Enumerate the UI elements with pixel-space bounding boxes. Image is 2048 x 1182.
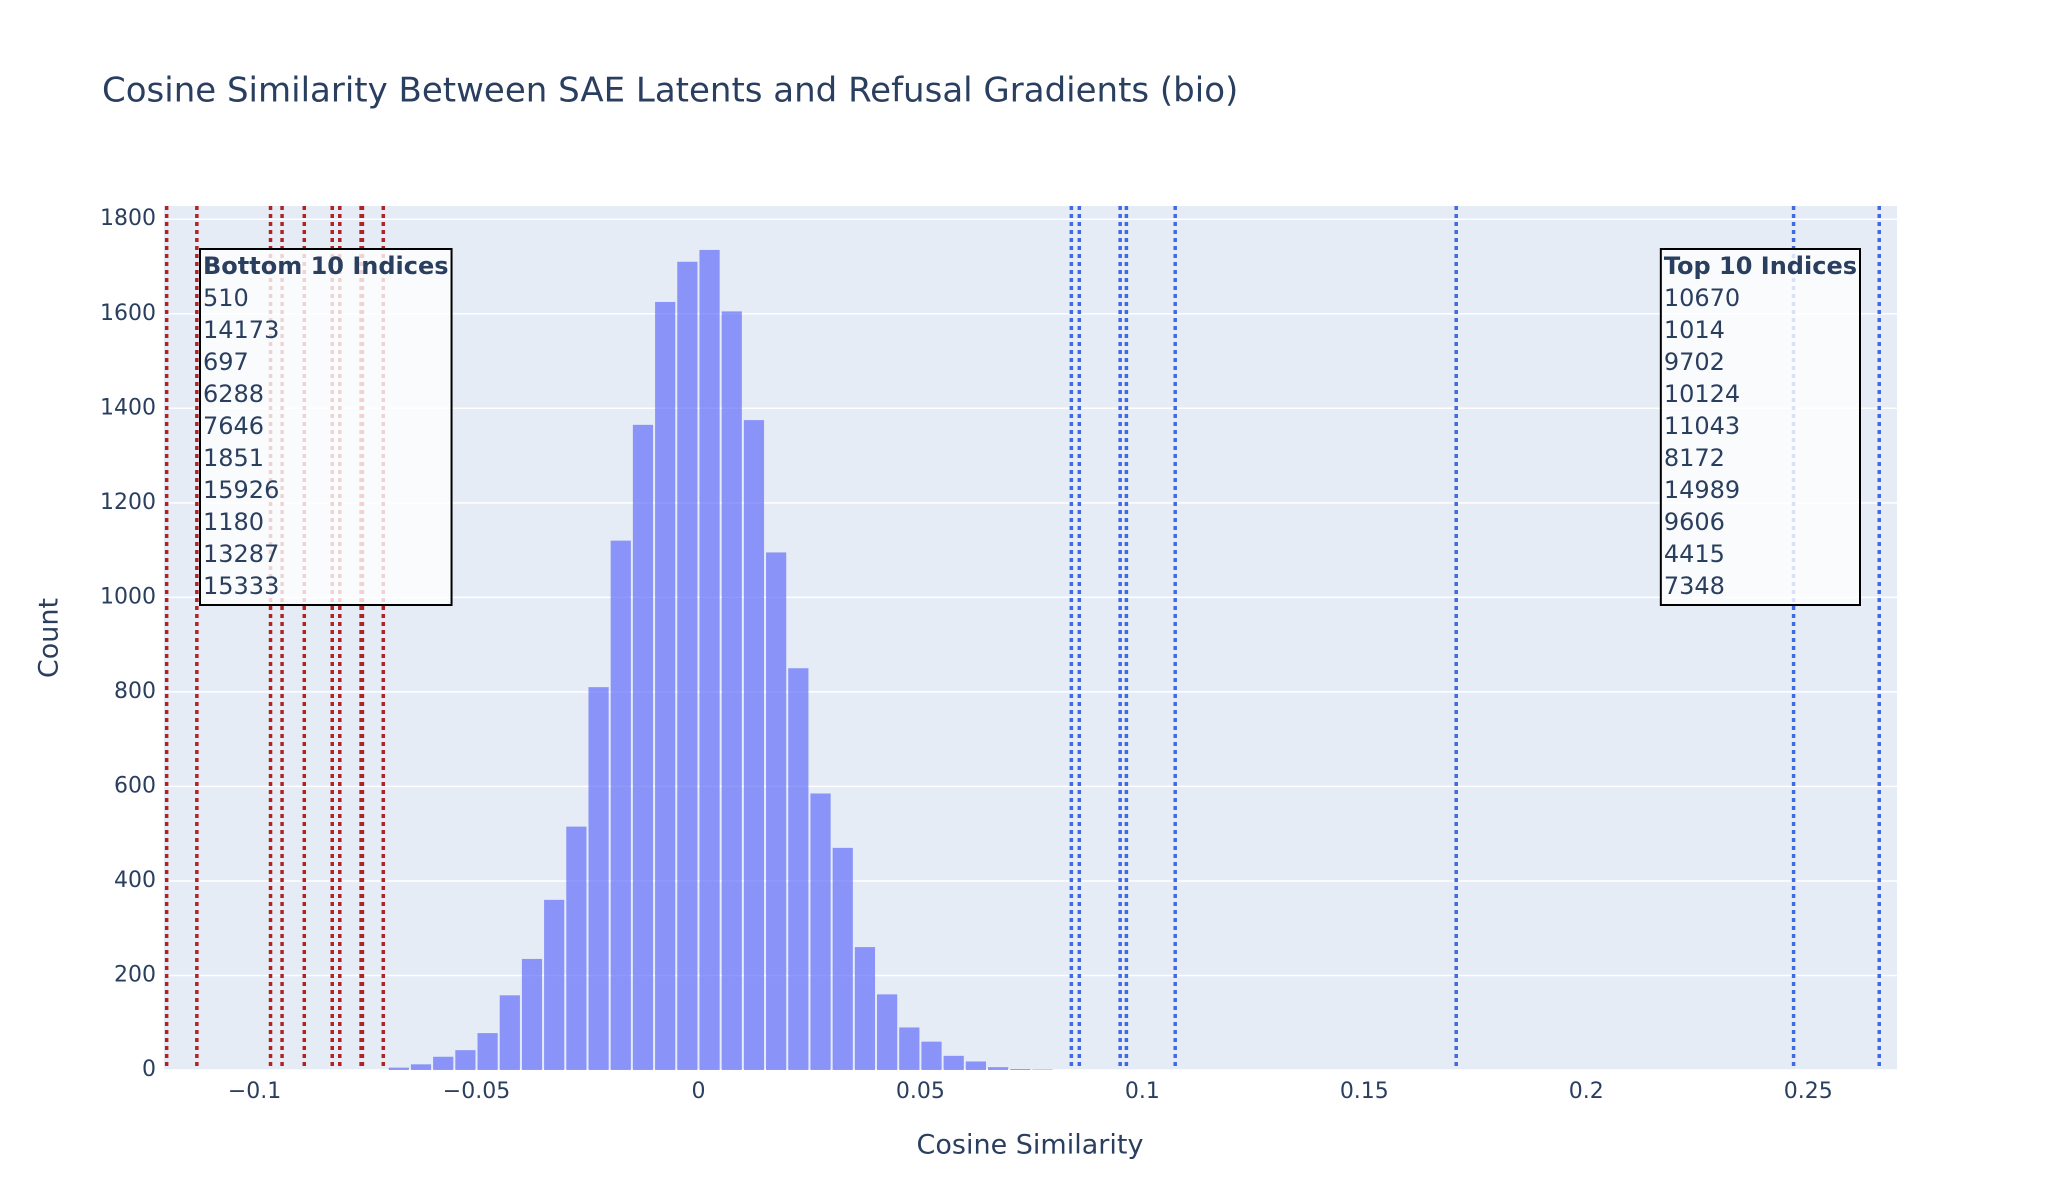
bar bbox=[566, 826, 587, 1070]
plot-background bbox=[164, 206, 1897, 1070]
bar bbox=[788, 668, 809, 1070]
annotation-item: 8172 bbox=[1664, 444, 1725, 472]
bar bbox=[899, 1027, 920, 1070]
annotation-item: 4415 bbox=[1664, 540, 1725, 568]
bar bbox=[499, 995, 520, 1070]
bar bbox=[433, 1056, 454, 1070]
annotation-item: 7348 bbox=[1664, 572, 1725, 600]
bar bbox=[943, 1055, 964, 1070]
x-tick-label: 0.1 bbox=[1125, 1079, 1160, 1104]
annotation-item: 10670 bbox=[1664, 284, 1740, 312]
y-tick-label: 200 bbox=[114, 962, 156, 987]
x-tick-label: −0.05 bbox=[443, 1079, 510, 1104]
y-axis-title: Count bbox=[34, 598, 65, 678]
y-tick-label: 0 bbox=[142, 1057, 156, 1082]
annotation-item: 697 bbox=[203, 348, 249, 376]
bar bbox=[832, 847, 853, 1070]
chart-title: Cosine Similarity Between SAE Latents an… bbox=[102, 71, 1238, 111]
annotation-item: 14989 bbox=[1664, 476, 1740, 504]
bar bbox=[388, 1067, 409, 1070]
annotation-item: 10124 bbox=[1664, 380, 1740, 408]
y-tick-label: 1000 bbox=[100, 584, 156, 609]
bar bbox=[987, 1067, 1009, 1070]
bar bbox=[965, 1061, 986, 1070]
annotation-item: 1180 bbox=[203, 508, 264, 536]
bar bbox=[455, 1050, 476, 1070]
annotation-box bbox=[1659, 248, 1861, 606]
bar bbox=[677, 261, 698, 1070]
y-tick-label: 1400 bbox=[100, 395, 156, 420]
bar bbox=[810, 793, 831, 1070]
bar bbox=[854, 947, 876, 1070]
annotation-title: Top 10 Indices bbox=[1664, 252, 1857, 280]
bar bbox=[477, 1033, 498, 1070]
bar bbox=[410, 1064, 432, 1070]
annotation-item: 15333 bbox=[203, 572, 279, 600]
bar bbox=[610, 540, 631, 1070]
annotation-item: 15926 bbox=[203, 476, 279, 504]
x-tick-label: 0 bbox=[691, 1079, 705, 1104]
x-tick-label: −0.1 bbox=[228, 1079, 281, 1104]
annotation-item: 14173 bbox=[203, 316, 279, 344]
annotation-box bbox=[199, 248, 453, 606]
annotation-item: 13287 bbox=[203, 540, 279, 568]
annotation-item: 7646 bbox=[203, 412, 264, 440]
annotation-item: 510 bbox=[203, 284, 249, 312]
bar bbox=[766, 552, 787, 1070]
annotation: Top 10 Indices 10670 1014 9702 10124 11043 817… bbox=[1659, 248, 1861, 606]
bar bbox=[743, 420, 765, 1071]
annotation-item: 9702 bbox=[1664, 348, 1725, 376]
bar bbox=[877, 994, 898, 1070]
bar bbox=[721, 311, 742, 1070]
y-tick-label: 800 bbox=[114, 679, 156, 704]
bar bbox=[521, 958, 543, 1070]
annotation-item: 9606 bbox=[1664, 508, 1725, 536]
bar bbox=[921, 1041, 942, 1070]
bar bbox=[655, 301, 676, 1070]
annotation: Bottom 10 Indices 510 14173 697 6288 7646 1851… bbox=[199, 248, 453, 606]
annotation-item: 11043 bbox=[1664, 412, 1740, 440]
annotation-item: 1851 bbox=[203, 444, 264, 472]
x-tick-label: 0.05 bbox=[896, 1079, 945, 1104]
x-axis-title: Cosine Similarity bbox=[917, 1130, 1144, 1161]
bar bbox=[588, 687, 609, 1070]
annotation-item: 1014 bbox=[1664, 316, 1725, 344]
annotation-title: Bottom 10 Indices bbox=[203, 252, 449, 280]
x-tick-label: 0.15 bbox=[1340, 1079, 1389, 1104]
bar bbox=[699, 249, 720, 1070]
y-tick-label: 1600 bbox=[100, 301, 156, 326]
annotation-item: 6288 bbox=[203, 380, 264, 408]
bar bbox=[544, 899, 565, 1070]
y-tick-label: 400 bbox=[114, 868, 156, 893]
x-tick-label: 0.25 bbox=[1784, 1079, 1833, 1104]
x-tick-label: 0.2 bbox=[1569, 1079, 1604, 1104]
y-tick-label: 600 bbox=[114, 773, 156, 798]
bar bbox=[632, 424, 654, 1070]
y-tick-label: 1200 bbox=[100, 490, 156, 515]
y-tick-label: 1800 bbox=[100, 206, 156, 231]
bar bbox=[1010, 1069, 1031, 1070]
